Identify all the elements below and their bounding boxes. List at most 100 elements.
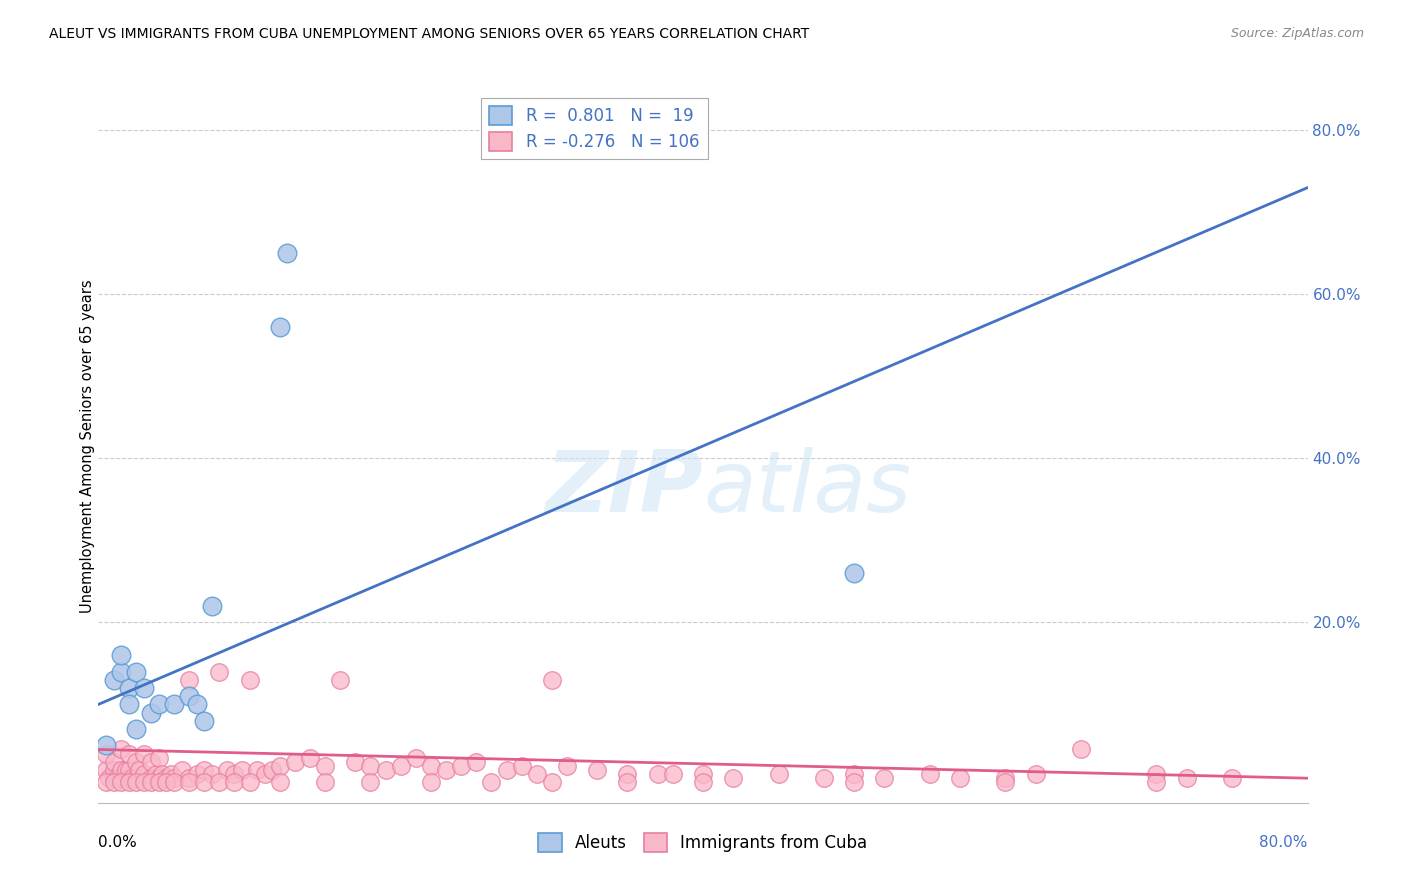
Point <box>125 775 148 789</box>
Point <box>118 775 141 789</box>
Point <box>110 742 132 756</box>
Point <box>276 246 298 260</box>
Point <box>118 763 141 777</box>
Point <box>179 673 201 687</box>
Point <box>163 771 186 785</box>
Point <box>103 763 125 777</box>
Point <box>723 771 745 785</box>
Point <box>132 681 155 695</box>
Point <box>873 771 896 785</box>
Point <box>163 698 186 712</box>
Point <box>103 771 125 785</box>
Point <box>150 767 173 781</box>
Point <box>284 755 307 769</box>
Point <box>94 763 117 777</box>
Point <box>661 767 683 781</box>
Text: atlas: atlas <box>703 447 911 531</box>
Point <box>465 755 488 769</box>
Point <box>160 767 183 781</box>
Text: 80.0%: 80.0% <box>1260 835 1308 850</box>
Point <box>949 771 972 785</box>
Point <box>186 698 208 712</box>
Point <box>1144 775 1167 789</box>
Point <box>110 775 132 789</box>
Point <box>540 673 562 687</box>
Point <box>125 665 148 679</box>
Point <box>616 767 638 781</box>
Point <box>510 759 533 773</box>
Point <box>692 775 714 789</box>
Point <box>141 706 163 720</box>
Point <box>118 771 141 785</box>
Point <box>132 747 155 761</box>
Point <box>125 771 148 785</box>
Point <box>239 673 262 687</box>
Point <box>224 767 246 781</box>
Point <box>208 775 231 789</box>
Point <box>141 775 163 789</box>
Point <box>118 698 141 712</box>
Point <box>121 771 143 785</box>
Point <box>389 759 412 773</box>
Point <box>344 755 367 769</box>
Point <box>94 739 117 753</box>
Point <box>110 763 132 777</box>
Point <box>481 775 503 789</box>
Point <box>103 775 125 789</box>
Point <box>1070 742 1092 756</box>
Point <box>768 767 790 781</box>
Point <box>170 763 193 777</box>
Point <box>145 767 167 781</box>
Point <box>246 763 269 777</box>
Point <box>420 775 443 789</box>
Point <box>193 714 215 728</box>
Point <box>253 767 276 781</box>
Point <box>224 775 246 789</box>
Point <box>314 759 336 773</box>
Point <box>994 771 1017 785</box>
Text: Source: ZipAtlas.com: Source: ZipAtlas.com <box>1230 27 1364 40</box>
Point <box>128 763 150 777</box>
Point <box>495 763 517 777</box>
Point <box>405 750 427 764</box>
Point <box>647 767 669 781</box>
Point <box>813 771 835 785</box>
Point <box>918 767 941 781</box>
Point <box>329 673 352 687</box>
Legend: Aleuts, Immigrants from Cuba: Aleuts, Immigrants from Cuba <box>531 826 875 859</box>
Point <box>201 767 224 781</box>
Y-axis label: Unemployment Among Seniors over 65 years: Unemployment Among Seniors over 65 years <box>80 279 94 613</box>
Point <box>450 759 472 773</box>
Point <box>125 722 148 736</box>
Point <box>299 750 322 764</box>
Point <box>98 771 121 785</box>
Point <box>844 767 866 781</box>
Point <box>125 755 148 769</box>
Text: ZIP: ZIP <box>546 447 703 531</box>
Point <box>208 665 231 679</box>
Point <box>994 775 1017 789</box>
Point <box>110 771 132 785</box>
Point <box>118 747 141 761</box>
Text: ALEUT VS IMMIGRANTS FROM CUBA UNEMPLOYMENT AMONG SENIORS OVER 65 YEARS CORRELATI: ALEUT VS IMMIGRANTS FROM CUBA UNEMPLOYME… <box>49 27 810 41</box>
Point <box>1024 767 1046 781</box>
Point <box>114 763 136 777</box>
Point <box>179 775 201 789</box>
Point <box>118 681 141 695</box>
Point <box>141 771 163 785</box>
Point <box>179 689 201 703</box>
Point <box>193 763 215 777</box>
Point <box>132 775 155 789</box>
Point <box>103 673 125 687</box>
Point <box>314 775 336 789</box>
Point <box>262 763 284 777</box>
Point <box>692 767 714 781</box>
Point <box>186 767 208 781</box>
Point <box>1144 767 1167 781</box>
Point <box>148 771 170 785</box>
Point <box>155 771 177 785</box>
Point <box>526 767 548 781</box>
Point <box>374 763 396 777</box>
Point <box>110 665 132 679</box>
Point <box>155 775 177 789</box>
